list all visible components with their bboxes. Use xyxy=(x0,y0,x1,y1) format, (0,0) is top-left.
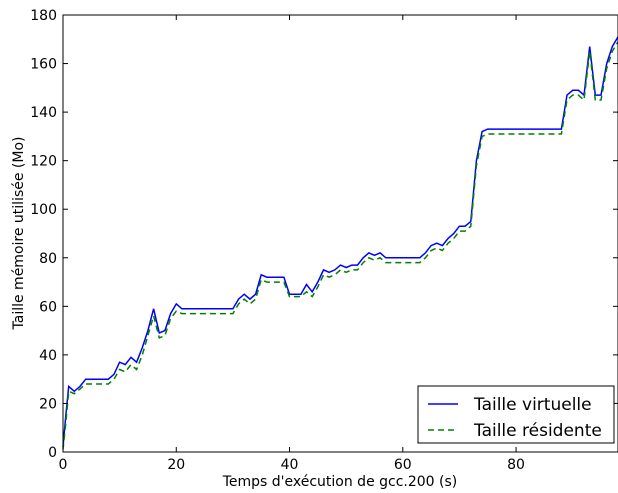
y-tick-label: 80 xyxy=(39,251,57,267)
y-tick-label: 20 xyxy=(39,396,57,412)
x-axis-label: Temps d'exécution de gcc.200 (s) xyxy=(222,474,458,490)
y-axis-label: Taille mémoire utilisée (Mo) xyxy=(11,137,27,331)
y-tick-label: 0 xyxy=(48,445,57,461)
x-tick-label: 40 xyxy=(281,457,299,473)
y-tick-label: 180 xyxy=(30,8,57,24)
legend: Taille virtuelle Taille résidente xyxy=(417,385,615,444)
legend-box xyxy=(417,385,615,444)
y-tick-label: 100 xyxy=(30,202,57,218)
axis-ticks: 0 20 40 60 80 0 20 40 60 80 100 120 140 160 180 xyxy=(30,8,618,473)
y-tick-label: 140 xyxy=(30,105,57,121)
x-tick-label: 80 xyxy=(507,457,525,473)
series-line-1 xyxy=(62,36,618,448)
series-line-2 xyxy=(62,41,618,450)
y-tick-label: 160 xyxy=(30,57,57,73)
legend-label-2: Taille résidente xyxy=(473,421,602,441)
legend-label-1: Taille virtuelle xyxy=(473,395,592,415)
x-tick-label: 0 xyxy=(59,457,68,473)
y-tick-label: 120 xyxy=(30,154,57,170)
y-tick-label: 60 xyxy=(39,299,57,315)
x-tick-label: 60 xyxy=(394,457,412,473)
series-layer xyxy=(62,36,618,450)
plot-frame xyxy=(62,14,618,453)
x-tick-label: 20 xyxy=(167,457,185,473)
y-tick-label: 40 xyxy=(39,348,57,364)
